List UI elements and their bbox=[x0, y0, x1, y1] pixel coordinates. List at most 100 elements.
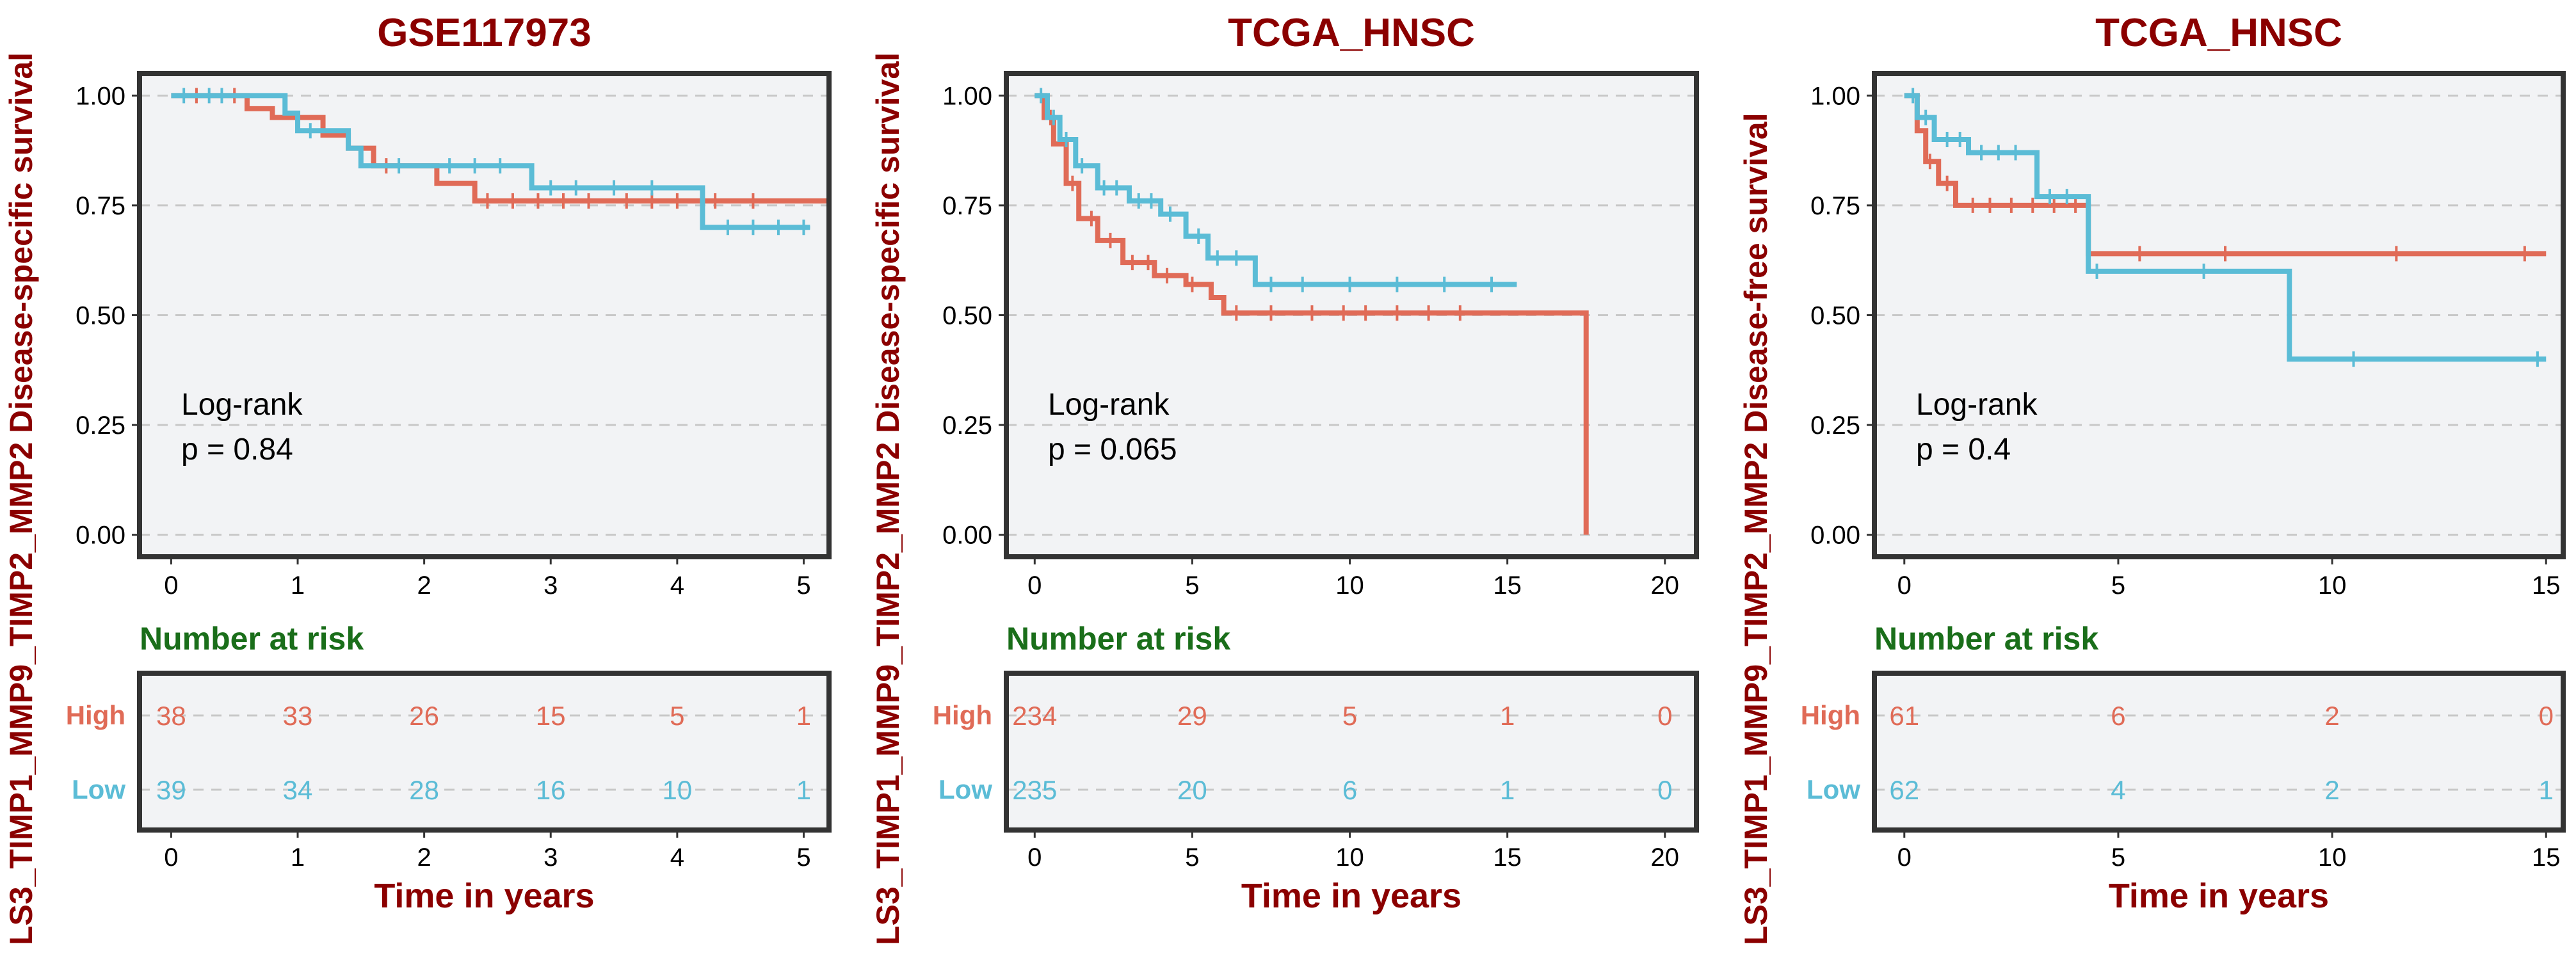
risk-table-background bbox=[1874, 673, 2563, 830]
censor-mark-low bbox=[569, 180, 583, 196]
y-tick-label: 1.00 bbox=[942, 82, 992, 110]
censor-mark-low bbox=[494, 158, 507, 174]
x-axis-title: Time in years bbox=[2109, 877, 2329, 915]
censor-mark-low bbox=[1110, 180, 1123, 196]
risk-x-tick-label: 0 bbox=[1897, 843, 1912, 872]
x-tick-label: 5 bbox=[2111, 571, 2125, 600]
survival-panel-1: GSE117973 LS3_TIMP1_MMP9_TIMP2_MMP2 Disea… bbox=[3, 11, 832, 945]
censor-mark-high bbox=[620, 193, 633, 209]
y-tick-label: 0.25 bbox=[942, 411, 992, 440]
risk-count: 20 bbox=[1177, 775, 1207, 805]
censor-mark-low bbox=[392, 158, 406, 174]
risk-group-label: High bbox=[933, 700, 992, 730]
y-axis-title: LS3_TIMP1_MMP9_TIMP2_MMP2 Disease-specif… bbox=[3, 52, 39, 945]
risk-x-tick-label: 20 bbox=[1651, 843, 1680, 872]
censor-mark-low bbox=[1296, 276, 1309, 292]
risk-count: 34 bbox=[283, 775, 313, 805]
risk-count: 6 bbox=[2111, 701, 2125, 731]
plot-frame bbox=[1004, 71, 1699, 559]
risk-count: 6 bbox=[1342, 775, 1357, 805]
censor-mark-low bbox=[1919, 109, 1933, 125]
survival-curve-high bbox=[1034, 93, 1589, 535]
x-tick-label: 5 bbox=[1185, 571, 1199, 600]
chart-title: TCGA_HNSC bbox=[2095, 11, 2342, 55]
risk-count: 234 bbox=[1012, 701, 1057, 731]
censor-mark-high bbox=[1422, 305, 1435, 321]
censor-mark-low bbox=[202, 88, 216, 104]
censor-mark-low bbox=[2043, 189, 2057, 205]
p-value-label: p = 0.4 bbox=[1916, 433, 2011, 467]
censor-mark-low bbox=[746, 220, 760, 236]
risk-table-frame bbox=[1872, 671, 2566, 833]
censor-mark-low bbox=[771, 220, 785, 236]
censor-mark-low bbox=[608, 180, 621, 196]
censor-mark-high bbox=[2133, 246, 2146, 262]
risk-count: 10 bbox=[663, 775, 693, 805]
censor-mark-low bbox=[1438, 276, 1451, 292]
censor-mark-high bbox=[1453, 305, 1467, 321]
risk-count: 0 bbox=[2539, 701, 2554, 731]
risk-count: 39 bbox=[156, 775, 186, 805]
y-tick-label: 0.25 bbox=[76, 411, 125, 440]
risk-x-tick-label: 0 bbox=[1027, 843, 1042, 872]
y-tick-label: 0.00 bbox=[76, 522, 125, 550]
survival-curve-low bbox=[1034, 93, 1517, 287]
risk-table-frame bbox=[137, 671, 832, 833]
censor-mark-high bbox=[1125, 255, 1139, 271]
x-tick-label: 0 bbox=[164, 571, 178, 600]
risk-x-tick-label: 5 bbox=[796, 843, 810, 872]
risk-x-tick-label: 15 bbox=[1493, 843, 1522, 872]
censor-mark-low bbox=[1264, 276, 1278, 292]
censor-mark-high bbox=[1104, 232, 1117, 248]
x-tick-label: 0 bbox=[1897, 571, 1912, 600]
censor-mark-low bbox=[215, 88, 229, 104]
censor-mark-low bbox=[1975, 145, 1988, 161]
risk-count: 33 bbox=[283, 701, 313, 731]
censor-mark-low bbox=[2060, 189, 2073, 205]
censor-mark-high bbox=[2004, 197, 2018, 213]
censor-mark-low bbox=[1906, 88, 1920, 104]
censor-mark-low bbox=[1485, 276, 1499, 292]
censor-mark-high bbox=[2390, 246, 2403, 262]
censor-mark-low bbox=[1059, 131, 1073, 147]
censor-mark-high bbox=[1230, 305, 1243, 321]
x-tick-label: 10 bbox=[2318, 571, 2347, 600]
risk-x-tick-label: 5 bbox=[1185, 843, 1199, 872]
y-tick-label: 0.75 bbox=[76, 192, 125, 220]
risk-x-tick-label: 4 bbox=[670, 843, 684, 872]
plot-frame bbox=[137, 71, 832, 559]
risk-x-tick-label: 15 bbox=[2532, 843, 2561, 872]
survival-curve-low bbox=[171, 93, 810, 230]
x-tick-label: 1 bbox=[291, 571, 305, 600]
risk-count: 28 bbox=[409, 775, 439, 805]
risk-x-tick-label: 2 bbox=[417, 843, 431, 872]
risk-count: 1 bbox=[796, 775, 811, 805]
risk-table-frame bbox=[1004, 671, 1699, 833]
censor-mark-high bbox=[709, 193, 722, 209]
censor-mark-high bbox=[1141, 255, 1155, 271]
censor-mark-low bbox=[1163, 206, 1177, 222]
y-tick-label: 1.00 bbox=[76, 82, 125, 110]
risk-count: 38 bbox=[156, 701, 186, 731]
censor-mark-high bbox=[746, 193, 760, 209]
risk-x-tick-label: 10 bbox=[1335, 843, 1364, 872]
logrank-label: Log-rank bbox=[181, 388, 303, 422]
censor-mark-high bbox=[531, 193, 545, 209]
censor-mark-high bbox=[1359, 305, 1373, 321]
censor-mark-low bbox=[443, 158, 456, 174]
y-axis-title: LS3_TIMP1_MMP9_TIMP2_MMP2 Disease-specif… bbox=[870, 52, 906, 945]
censor-mark-low bbox=[1390, 276, 1404, 292]
censor-mark-low bbox=[797, 220, 810, 236]
censor-mark-low bbox=[1940, 131, 1954, 147]
censor-mark-high bbox=[582, 193, 595, 209]
x-axis-title: Time in years bbox=[1241, 877, 1461, 915]
risk-count: 61 bbox=[1889, 701, 1919, 731]
survival-panel-2: TCGA_HNSC LS3_TIMP1_MMP9_TIMP2_MMP2 Disea… bbox=[870, 11, 1699, 945]
censor-mark-low bbox=[1034, 88, 1048, 104]
censor-mark-high bbox=[1186, 276, 1199, 292]
risk-count: 235 bbox=[1012, 775, 1057, 805]
censor-mark-high bbox=[645, 193, 659, 209]
censor-mark-low bbox=[1097, 180, 1111, 196]
risk-count: 29 bbox=[1177, 701, 1207, 731]
